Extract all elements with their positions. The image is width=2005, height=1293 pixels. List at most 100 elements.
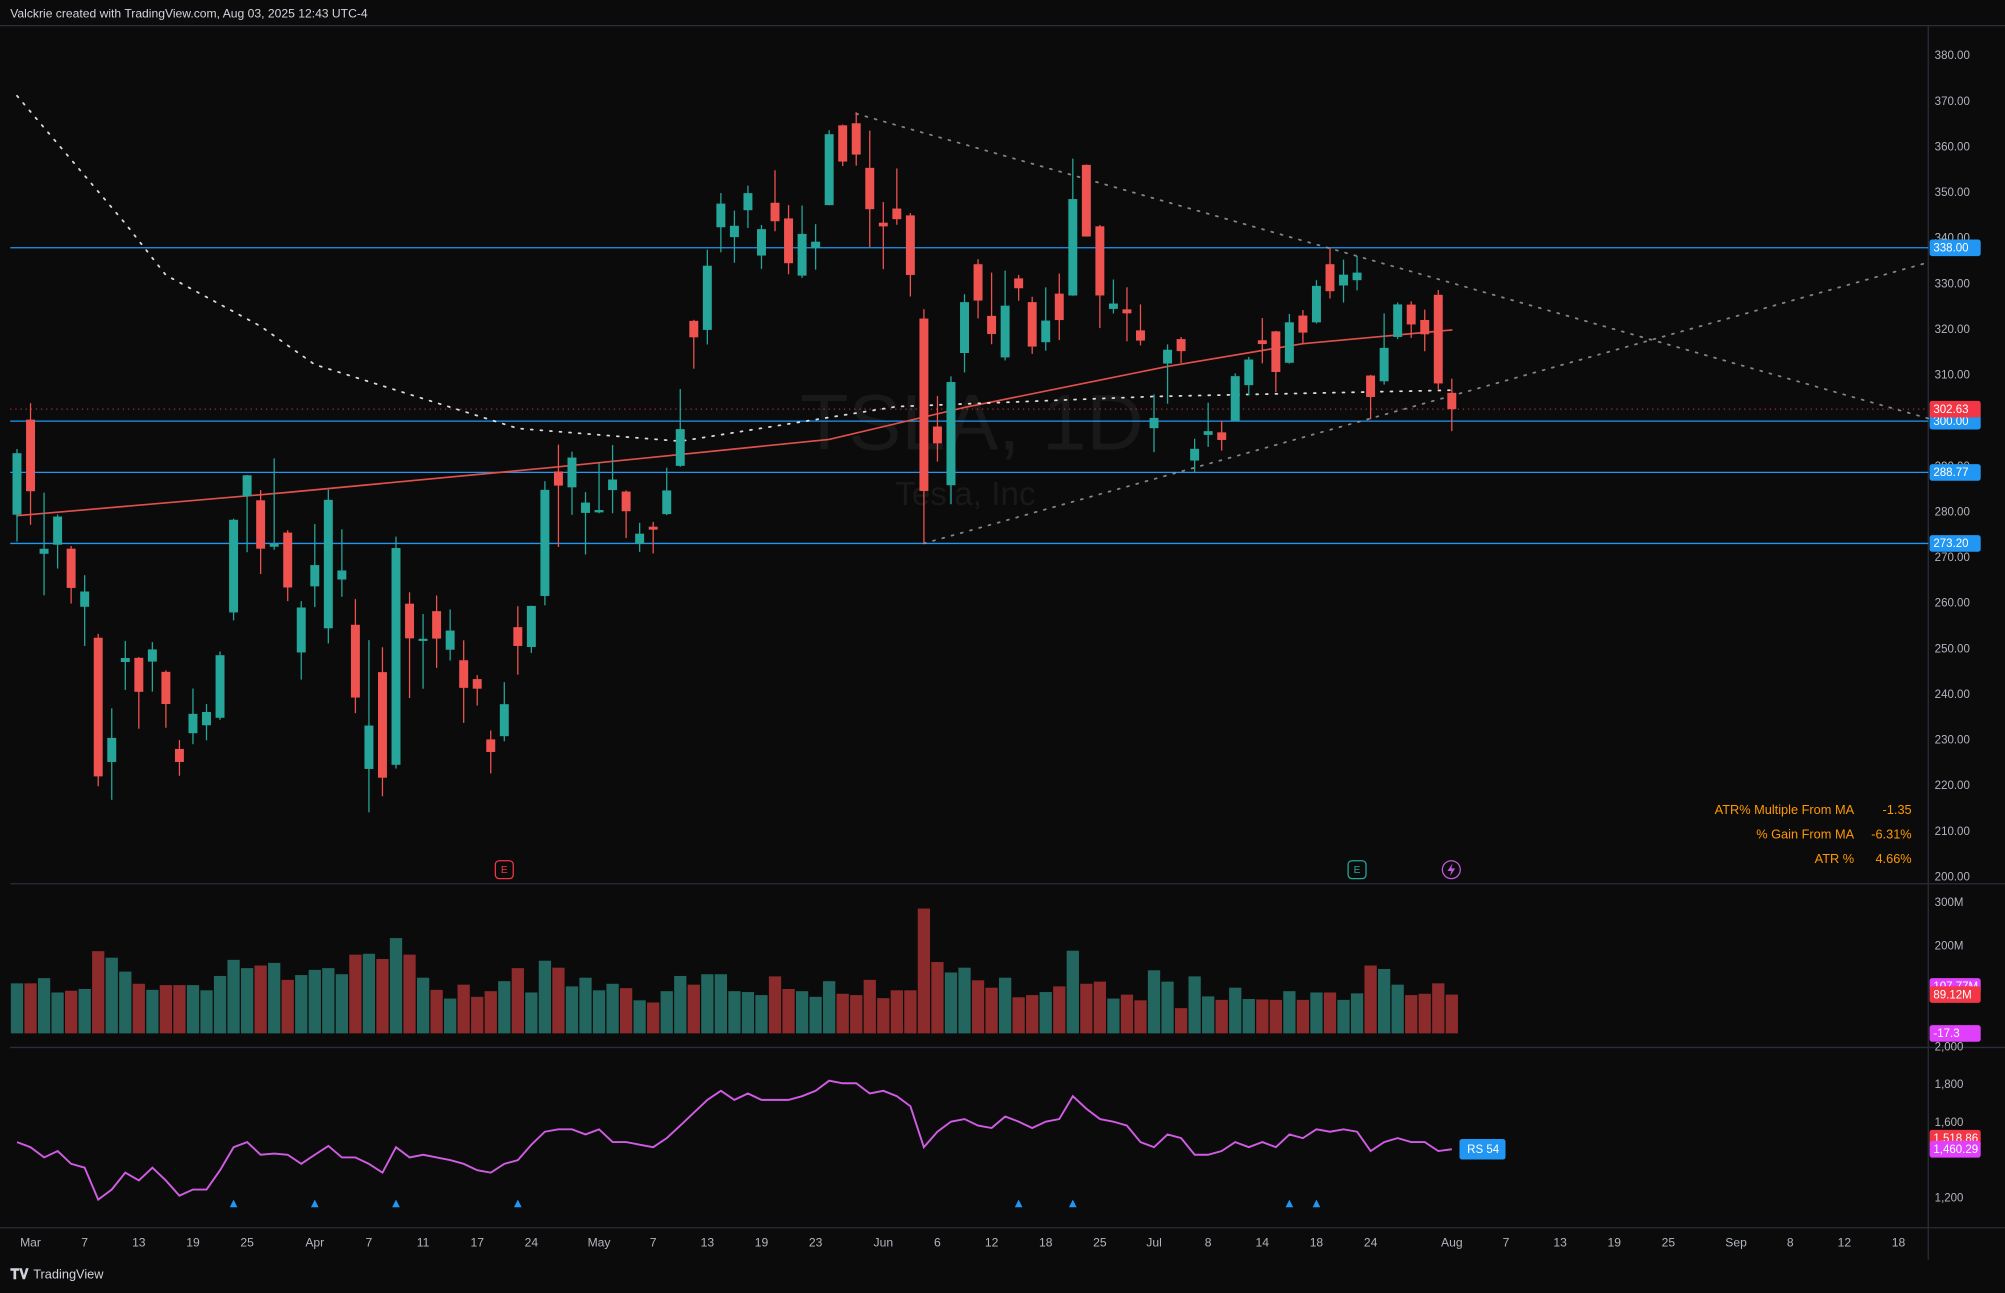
event-marker[interactable]: E <box>1347 860 1367 880</box>
rs-badge-box <box>1459 1139 1506 1160</box>
volume-bar <box>403 954 416 1034</box>
rs-signal <box>392 1199 400 1208</box>
candle-body <box>1420 319 1430 335</box>
x-tick-label: 25 <box>1093 1235 1107 1249</box>
volume-bar <box>525 992 538 1034</box>
volume-bar <box>132 983 145 1034</box>
candle-body <box>283 532 293 588</box>
volume-bar <box>322 968 335 1034</box>
volume-bar <box>823 981 836 1034</box>
y-tick-label: 380.00 <box>1935 50 1970 62</box>
watermark-name: Tesla, Inc <box>895 476 1035 513</box>
volume-bar <box>985 987 998 1034</box>
y-tick-label: 1,200 <box>1935 1192 1964 1204</box>
candle-body <box>323 499 333 629</box>
y-tick-label: 310.00 <box>1935 370 1970 382</box>
candle-body <box>215 655 225 718</box>
dividend-bolt <box>1447 863 1456 877</box>
logo-mark: 𝐓𝐕 <box>10 1266 29 1282</box>
volume-bar <box>1202 996 1215 1034</box>
volume-bar <box>389 938 403 1034</box>
volume-bar <box>931 962 944 1034</box>
table-value: -1.35 <box>1883 802 1912 817</box>
volume-bar <box>890 990 903 1034</box>
price-tag: -17.3 <box>1933 1028 1959 1040</box>
price-tag-box <box>1929 400 1981 418</box>
table-value: 4.66% <box>1875 851 1911 866</box>
volume-bar <box>538 960 552 1034</box>
candle-body <box>784 218 794 264</box>
volume-bar <box>944 972 958 1034</box>
event-label: E <box>1354 865 1361 876</box>
event-marker[interactable]: E <box>494 860 514 880</box>
volume-bar <box>1188 976 1201 1034</box>
volume-bar <box>362 953 376 1034</box>
candle-body <box>1311 285 1321 323</box>
candle-body <box>1447 392 1457 410</box>
volume-bar <box>958 967 971 1034</box>
candle-body <box>1406 304 1416 325</box>
candle-body <box>1014 278 1024 289</box>
volume-bar <box>51 992 64 1034</box>
price-tag: 89.12M <box>1933 989 1971 1001</box>
candle-body <box>418 638 428 641</box>
dotted-line <box>855 112 1930 420</box>
x-tick-label: 13 <box>1553 1235 1567 1249</box>
volume-bar <box>105 957 118 1034</box>
candle-body <box>892 208 902 220</box>
candle-body <box>1149 417 1159 429</box>
volume-bar <box>349 954 362 1034</box>
footer-logo[interactable]: 𝐓𝐕 TradingView <box>10 1266 104 1282</box>
candle-body <box>459 660 469 688</box>
candle-body <box>107 737 117 762</box>
candle-body <box>1271 331 1281 372</box>
candle-body <box>905 215 915 275</box>
rs-signal <box>513 1199 522 1208</box>
volume-bar <box>200 990 213 1034</box>
candle-body <box>242 475 252 496</box>
x-tick-label: 24 <box>1364 1235 1378 1249</box>
y-tick-label: 260.00 <box>1935 598 1970 610</box>
candle-body <box>310 565 320 587</box>
volume-bar <box>1405 995 1418 1034</box>
candle-body <box>337 570 347 580</box>
volume-bar <box>308 969 321 1034</box>
x-tick-label: 12 <box>1838 1235 1852 1249</box>
x-tick-label: 14 <box>1256 1235 1270 1249</box>
dotted-line <box>922 261 1930 545</box>
candle-body <box>1041 320 1051 343</box>
candle-body <box>472 679 482 689</box>
candle-body <box>1352 272 1362 281</box>
volume-bar <box>633 1000 646 1034</box>
volume-bar <box>1337 999 1350 1034</box>
volume-bar <box>701 974 714 1034</box>
volume-bar <box>1161 981 1174 1034</box>
candle-body <box>405 603 415 639</box>
table-label: ATR % <box>1815 851 1854 866</box>
x-tick-label: 7 <box>366 1235 373 1249</box>
rs-signal <box>1285 1199 1294 1208</box>
dividend-marker[interactable] <box>1441 860 1461 880</box>
y-tick-label: 330.00 <box>1935 278 1970 290</box>
volume-bar <box>755 995 768 1034</box>
volume-bar <box>768 976 782 1034</box>
candle-body <box>581 502 590 513</box>
volume-bar <box>457 984 470 1034</box>
volume-bar <box>444 998 457 1034</box>
dividend-icon[interactable] <box>1441 860 1461 880</box>
candle-body <box>174 748 184 762</box>
volume-bar <box>1323 992 1337 1034</box>
volume-bar <box>1283 991 1296 1034</box>
candle-body <box>188 713 198 734</box>
candle-body <box>134 657 144 692</box>
x-tick-label: May <box>588 1235 612 1249</box>
x-tick-label: 18 <box>1310 1235 1324 1249</box>
volume-bar <box>850 995 863 1034</box>
price-tag: 302.63 <box>1933 404 1968 416</box>
candle-body <box>526 605 536 648</box>
candle-body <box>743 193 753 211</box>
x-tick-label: Jun <box>874 1235 894 1249</box>
volume-bar <box>592 990 606 1034</box>
y-tick-label: 240.00 <box>1935 689 1970 701</box>
volume-bar <box>281 979 294 1034</box>
